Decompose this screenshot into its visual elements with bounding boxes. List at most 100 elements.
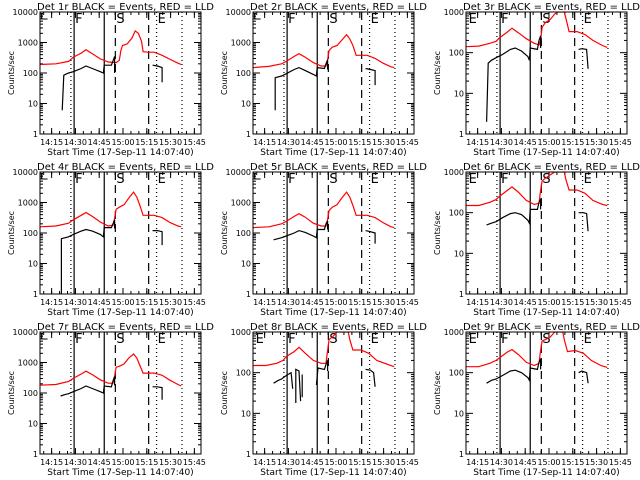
x-tick-label: 15:45 xyxy=(609,138,632,147)
x-tick-label: 15:30 xyxy=(372,458,395,467)
x-tick-label: 15:30 xyxy=(159,298,182,307)
x-tick-label: 15:15 xyxy=(348,138,371,147)
lld-series-line xyxy=(253,33,395,69)
x-tick-label: 14:45 xyxy=(88,298,111,307)
x-tick-label: 14:15 xyxy=(40,298,63,307)
events-series-line xyxy=(152,230,163,246)
x-tick-label: 14:30 xyxy=(490,458,513,467)
x-tick-label: 14:15 xyxy=(40,458,63,467)
panel-det-3r: Det 3r BLACK = Events, RED = LLD 1 10 100 10… xyxy=(433,2,640,158)
events-series-line xyxy=(273,371,294,389)
series-group xyxy=(40,191,182,294)
lld-series-line xyxy=(40,191,182,228)
x-tick-label: 15:15 xyxy=(135,298,158,307)
phase-marker-label: S xyxy=(329,172,337,187)
plot-frame xyxy=(465,171,628,295)
phase-marker-label: F xyxy=(288,12,295,27)
x-tick-label: 15:45 xyxy=(396,138,419,147)
x-tick-label: 15:15 xyxy=(561,458,584,467)
events-series-line xyxy=(60,219,116,294)
y-tick-label: 100 xyxy=(449,49,464,58)
phase-marker-label: F xyxy=(501,172,508,187)
plot-frame xyxy=(252,331,415,455)
events-series-line xyxy=(274,59,329,111)
phase-marker-label: F xyxy=(75,332,82,347)
x-tick-label: 14:45 xyxy=(514,138,537,147)
y-tick-label: 1 xyxy=(33,290,38,299)
y-tick-label: 10 xyxy=(241,260,251,269)
y-tick-label: 1000 xyxy=(231,39,251,48)
marker-bracket xyxy=(41,333,48,340)
panel-title: Det 2r BLACK = Events, RED = LLD xyxy=(250,2,427,13)
x-axis-label: Start Time (17-Sep-11 14:07:40) xyxy=(260,468,406,478)
x-tick-label: 14:30 xyxy=(490,298,513,307)
phase-marker-label: S xyxy=(116,332,124,347)
x-tick-label: 15:15 xyxy=(561,298,584,307)
y-tick-label: 100 xyxy=(23,69,38,78)
x-axis-label: Start Time (17-Sep-11 14:07:40) xyxy=(47,308,193,318)
plot-frame xyxy=(252,11,415,135)
y-tick-label: 1 xyxy=(246,290,251,299)
x-tick-label: 14:30 xyxy=(490,138,513,147)
y-tick-label: 10 xyxy=(241,100,251,109)
y-tick-label: 10000 xyxy=(13,168,38,177)
x-tick-label: 14:30 xyxy=(64,458,87,467)
marker-bracket xyxy=(254,13,261,20)
plot-frame xyxy=(465,331,628,455)
events-series-line xyxy=(578,48,589,69)
x-tick-label: 15:00 xyxy=(324,458,347,467)
panel-det-4r: Det 4r BLACK = Events, RED = LLD 1 10 100 10… xyxy=(7,162,214,318)
x-tick-label: 14:30 xyxy=(64,298,87,307)
y-tick-label: 1000 xyxy=(231,328,251,337)
x-tick-label: 15:15 xyxy=(561,138,584,147)
events-series-line xyxy=(152,64,163,83)
x-tick-label: 15:30 xyxy=(372,298,395,307)
x-tick-label: 15:00 xyxy=(111,138,134,147)
y-tick-label: 100 xyxy=(449,209,464,218)
x-tick-label: 14:15 xyxy=(253,138,276,147)
x-tick-label: 14:45 xyxy=(88,138,111,147)
phase-marker-label: E xyxy=(584,332,592,347)
series-group xyxy=(253,191,395,244)
panel-title: Det 4r BLACK = Events, RED = LLD xyxy=(37,162,214,173)
y-tick-label: 10 xyxy=(454,409,464,418)
x-tick-label: 15:30 xyxy=(159,458,182,467)
x-tick-label: 15:30 xyxy=(585,298,608,307)
y-tick-label: 1000 xyxy=(444,168,464,177)
x-tick-label: 14:15 xyxy=(40,138,63,147)
x-tick-label: 15:45 xyxy=(183,298,206,307)
phase-marker-label: F xyxy=(501,332,508,347)
panel-title: Det 9r BLACK = Events, RED = LLD xyxy=(463,322,640,333)
plot-frame xyxy=(39,331,202,455)
lld-series-line xyxy=(466,12,559,48)
series-group xyxy=(253,332,395,403)
y-tick-label: 10000 xyxy=(13,8,38,17)
y-tick-label: 100 xyxy=(23,229,38,238)
phase-marker-label: F xyxy=(288,172,295,187)
phase-marker-label: E xyxy=(158,332,166,347)
x-axis-label: Start Time (17-Sep-11 14:07:40) xyxy=(47,468,193,478)
x-tick-label: 15:00 xyxy=(537,138,560,147)
lld-series-line xyxy=(562,332,608,368)
phase-marker-label: E xyxy=(371,12,379,27)
panel-title: Det 3r BLACK = Events, RED = LLD xyxy=(463,2,640,13)
x-tick-label: 14:45 xyxy=(514,458,537,467)
phase-marker-label: S xyxy=(542,172,550,187)
x-tick-label: 14:30 xyxy=(277,298,300,307)
x-tick-label: 15:15 xyxy=(135,458,158,467)
marker-bracket xyxy=(254,173,261,180)
y-tick-label: 100 xyxy=(236,369,251,378)
x-axis-label: Start Time (17-Sep-11 14:07:40) xyxy=(260,148,406,158)
phase-marker-label: E xyxy=(469,12,477,27)
panel-det-6r: Det 6r BLACK = Events, RED = LLD 1 10 100 10… xyxy=(433,162,640,318)
x-tick-label: 15:30 xyxy=(585,138,608,147)
x-tick-label: 15:00 xyxy=(537,298,560,307)
y-tick-label: 1000 xyxy=(444,328,464,337)
plot-frame xyxy=(39,171,202,295)
lld-series-line xyxy=(466,332,556,368)
phase-marker-label: E xyxy=(371,172,379,187)
phase-marker-label: E xyxy=(469,332,477,347)
x-axis-label: Start Time (17-Sep-11 14:07:40) xyxy=(473,308,619,318)
x-tick-label: 15:30 xyxy=(372,138,395,147)
y-tick-label: 100 xyxy=(236,229,251,238)
